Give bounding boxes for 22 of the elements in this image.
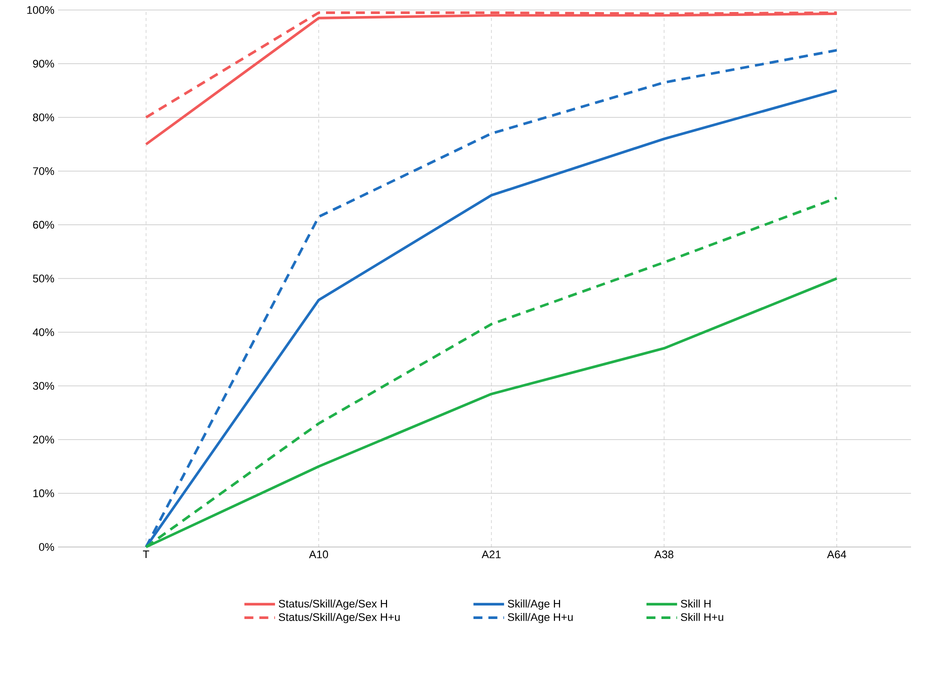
legend-label: Skill H (680, 600, 711, 608)
y-tick-label: 100% (27, 6, 54, 14)
x-tick-label: A10 (309, 550, 328, 558)
y-tick-label: 10% (33, 489, 54, 498)
legend-label: Status/Skill/Age/Sex H (278, 600, 388, 610)
y-tick-label: 80% (33, 114, 54, 122)
y-tick-label: 90% (33, 60, 54, 68)
x-tick-label: A64 (827, 550, 846, 558)
y-tick-label: 40% (32, 328, 54, 336)
legend-label: Skill/Age H+u (508, 612, 573, 624)
y-tick-label: 0% (39, 543, 54, 551)
x-tick-label: A21 (482, 550, 501, 558)
y-tick-label: 20% (33, 436, 54, 444)
x-tick-label: A38 (654, 550, 674, 558)
y-tick-label: 50% (32, 274, 54, 282)
y-tick-label: 30% (32, 382, 54, 390)
legend-label: Skill H+u (680, 612, 724, 621)
y-tick-label: 60% (33, 220, 54, 229)
legend-label: Status/Skill/Age/Sex H+u (278, 612, 400, 624)
legend-label: Skill/Age H (508, 600, 560, 610)
x-tick-label: T (142, 550, 150, 558)
y-tick-label: 70% (33, 167, 54, 175)
